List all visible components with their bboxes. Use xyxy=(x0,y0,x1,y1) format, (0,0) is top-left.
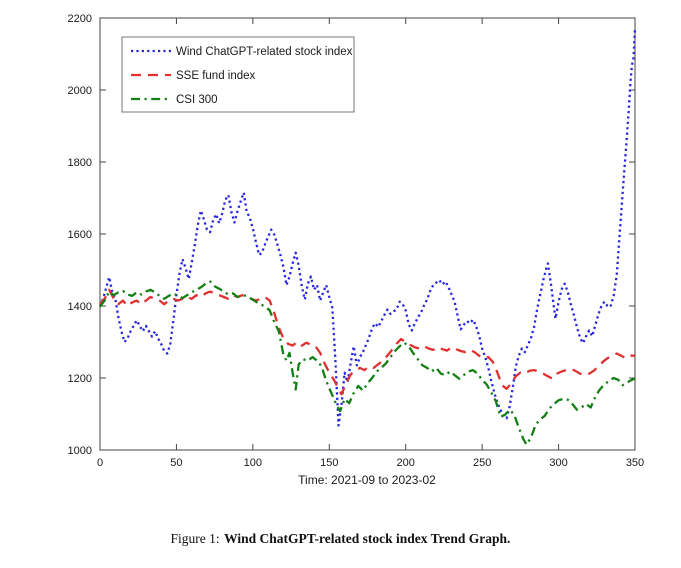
x-tick-label: 50 xyxy=(170,457,182,469)
legend: Wind ChatGPT-related stock index SSE fun… xyxy=(121,36,355,113)
y-tick-label: 1800 xyxy=(68,157,92,169)
x-tick-label: 300 xyxy=(549,457,567,469)
y-tick-label: 1000 xyxy=(68,445,92,457)
figure-caption: Figure 1: Wind ChatGPT-related stock inde… xyxy=(0,531,681,547)
data-series xyxy=(98,29,637,446)
x-tick-label: 0 xyxy=(97,457,103,469)
caption-prefix: Figure 1: xyxy=(170,531,220,546)
axis-tick-labels: 0 50 100 150 200 250 300 350 1000 1200 1400 1600 180… xyxy=(68,13,645,469)
series-line-1 xyxy=(99,288,635,396)
series-line-2 xyxy=(99,280,636,446)
x-tick-label: 150 xyxy=(320,457,338,469)
legend-entry-wind-index: Wind ChatGPT-related stock index xyxy=(131,46,353,58)
legend-label: Wind ChatGPT-related stock index xyxy=(176,46,353,58)
line-chart: 0 50 100 150 200 250 300 350 1000 1200 1400 1600 180… xyxy=(68,13,645,487)
y-tick-label: 1400 xyxy=(68,301,92,313)
y-tick-label: 2000 xyxy=(68,85,92,97)
legend-entry-csi300: CSI 300 xyxy=(131,94,218,106)
axis-ticks xyxy=(99,17,636,451)
legend-label: SSE fund index xyxy=(176,70,256,82)
legend-label: CSI 300 xyxy=(176,94,218,106)
x-tick-label: 100 xyxy=(244,457,262,469)
x-tick-label: 250 xyxy=(473,457,491,469)
y-tick-label: 1200 xyxy=(68,373,92,385)
x-tick-label: 200 xyxy=(397,457,415,469)
caption-title: Wind ChatGPT-related stock index Trend G… xyxy=(224,531,511,546)
y-tick-label: 1600 xyxy=(68,229,92,241)
legend-entry-sse-fund: SSE fund index xyxy=(131,70,256,82)
legend-box xyxy=(121,36,355,113)
x-tick-label: 350 xyxy=(626,457,644,469)
x-axis-label: Time: 2021-09 to 2023-02 xyxy=(298,473,436,487)
y-tick-label: 2200 xyxy=(68,13,92,25)
